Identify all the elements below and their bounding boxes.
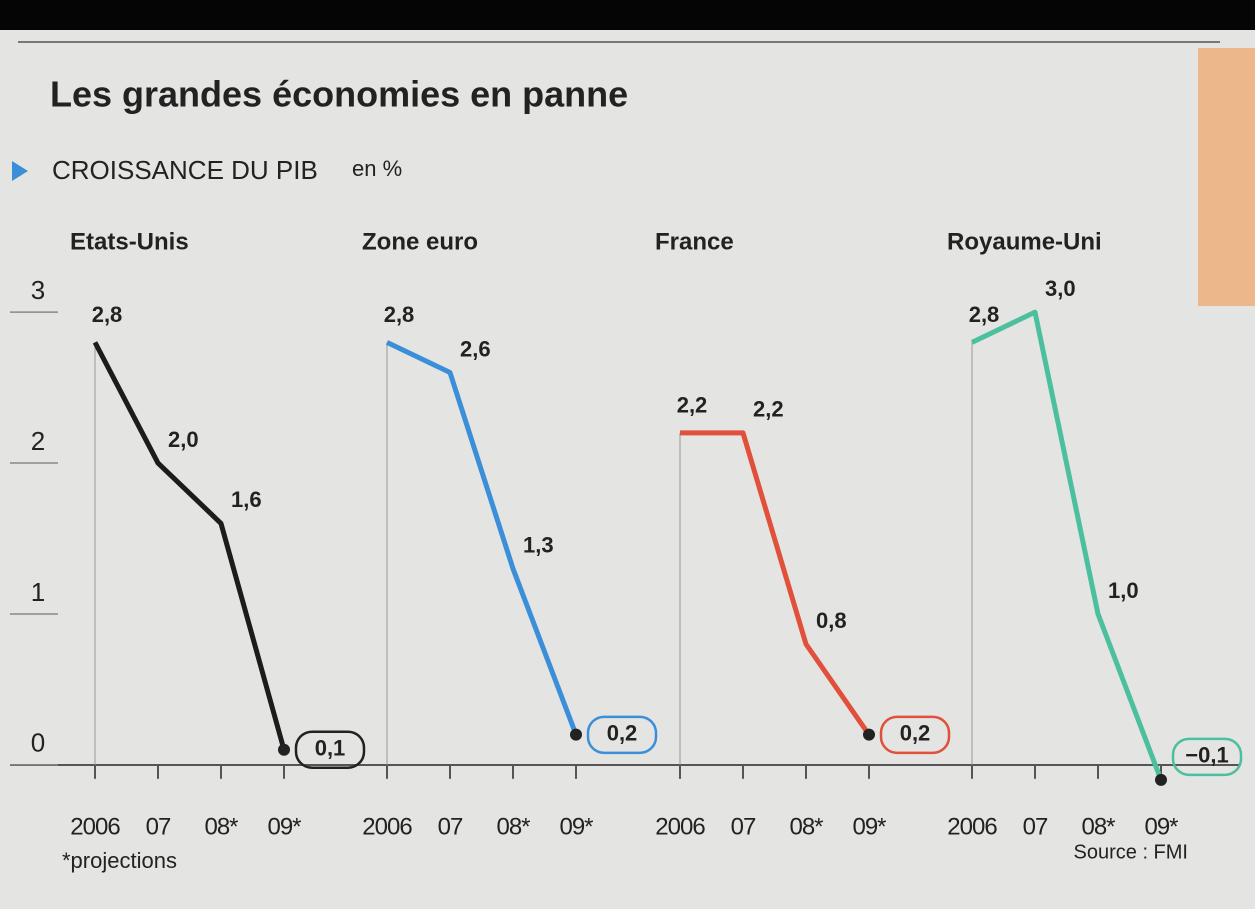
value-label: 2,8: [92, 302, 123, 327]
value-label: 2,2: [677, 393, 708, 418]
source: Source : FMI: [1074, 841, 1188, 863]
subtitle: CROISSANCE DU PIB: [52, 155, 318, 185]
x-tick-label: 2006: [70, 813, 120, 840]
top-band: [0, 0, 1255, 30]
end-dot: [1155, 774, 1167, 786]
x-tick-label: 2006: [947, 813, 997, 840]
value-label: 2,8: [384, 302, 415, 327]
value-label: 1,6: [231, 487, 262, 512]
x-tick-label: 09*: [1144, 813, 1178, 840]
value-label: 2,6: [460, 336, 491, 361]
value-label: 2,2: [753, 397, 784, 422]
chart: Les grandes économies en panne CROISSANC…: [0, 0, 1255, 909]
x-tick-label: 08*: [789, 813, 823, 840]
x-tick-label: 09*: [559, 813, 593, 840]
value-label: 0,8: [816, 608, 847, 633]
value-label: 2,0: [168, 427, 199, 452]
panel-title: Royaume-Uni: [947, 228, 1102, 255]
sticky-note: [1198, 48, 1255, 306]
y-tick-label: 1: [31, 577, 45, 607]
end-dot: [278, 744, 290, 756]
unit: en %: [352, 156, 402, 181]
x-tick-label: 07: [1023, 813, 1048, 840]
y-tick-label: 2: [31, 426, 45, 456]
end-dot: [570, 729, 582, 741]
x-tick-label: 09*: [267, 813, 301, 840]
panel-title: Etats-Unis: [70, 228, 189, 255]
y-tick-label: 0: [31, 728, 45, 758]
x-tick-label: 07: [731, 813, 756, 840]
end-dot: [863, 729, 875, 741]
value-label: 1,0: [1108, 578, 1139, 603]
x-tick-label: 2006: [362, 813, 412, 840]
x-tick-label: 2006: [655, 813, 705, 840]
value-label: 2,8: [969, 302, 1000, 327]
panel-title: Zone euro: [362, 228, 478, 255]
title: Les grandes économies en panne: [50, 74, 628, 115]
page: Les grandes économies en panne CROISSANC…: [0, 0, 1255, 909]
panel-title: France: [655, 228, 734, 255]
value-label: 3,0: [1045, 276, 1076, 301]
value-label: 1,3: [523, 532, 554, 557]
x-tick-label: 07: [146, 813, 171, 840]
x-tick-label: 08*: [1081, 813, 1115, 840]
y-tick-label: 3: [31, 275, 45, 305]
x-tick-label: 07: [438, 813, 463, 840]
value-label: 0,2: [607, 721, 638, 746]
value-label: 0,1: [315, 736, 346, 761]
value-label: 0,2: [900, 721, 931, 746]
x-tick-label: 09*: [852, 813, 886, 840]
x-tick-label: 08*: [496, 813, 530, 840]
value-label: −0,1: [1185, 743, 1228, 768]
note: *projections: [62, 848, 177, 873]
x-tick-label: 08*: [204, 813, 238, 840]
